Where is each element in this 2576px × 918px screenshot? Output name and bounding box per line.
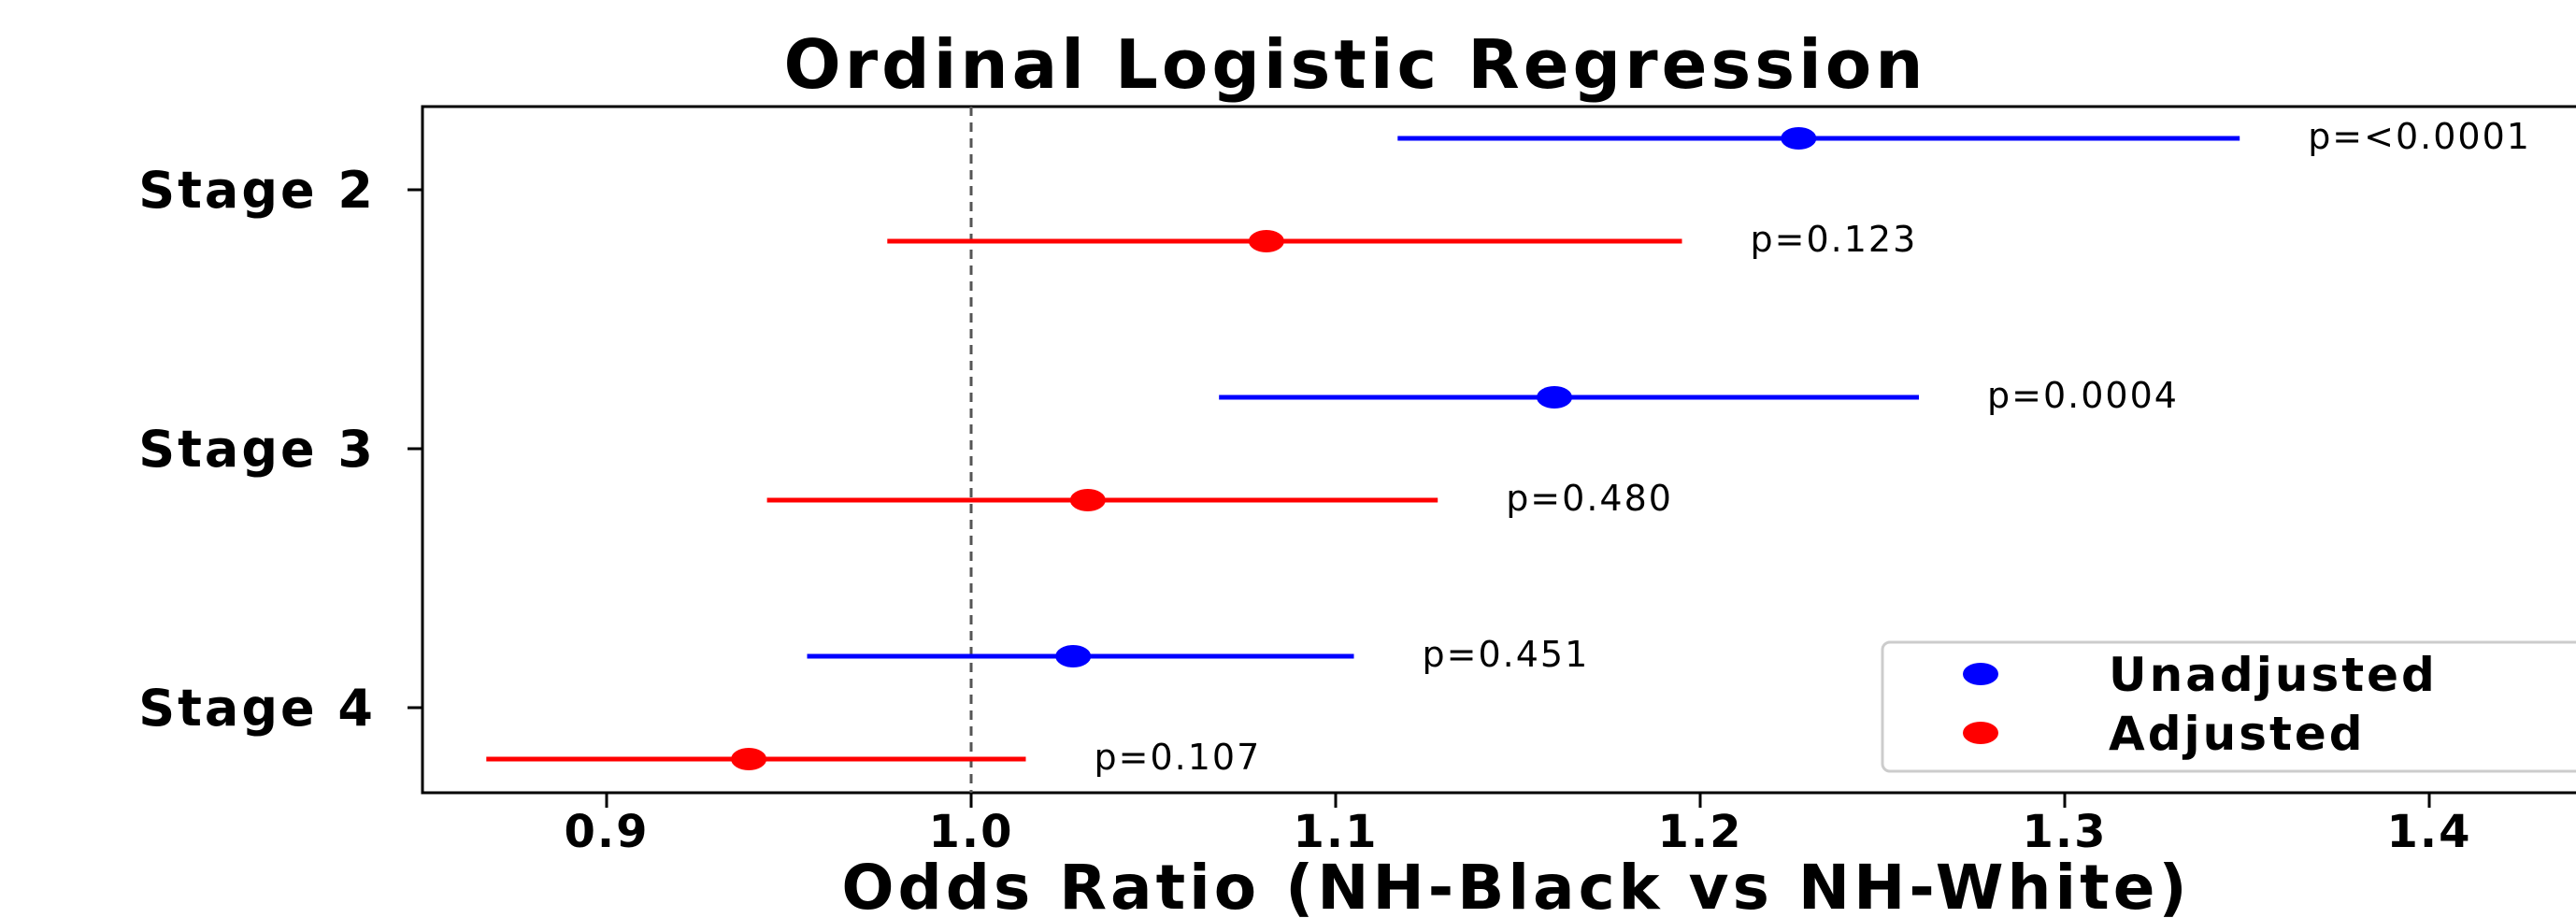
category-label-stage-3: Stage 3 [138, 420, 376, 479]
series-unadjusted: p=<0.0001 p=0.0004 p=0.451 [807, 116, 2531, 675]
x-tick-label: 1.3 [2022, 806, 2107, 858]
chart-title: Ordinal Logistic Regression [783, 25, 1926, 104]
series-marks: p=<0.0001p=0.0004p=0.451p=0.123p=0.480p=… [486, 116, 2531, 778]
x-tick-label: 1.2 [1657, 806, 1742, 858]
series-adjusted: p=0.123 p=0.480 p=0.107 [486, 219, 1918, 778]
x-tick-label: 0.9 [564, 806, 649, 858]
p-value-unadjusted-stage-4: p=0.451 [1423, 634, 1590, 675]
point-adjusted-stage-2 [1248, 230, 1284, 252]
legend-frame [1881, 640, 2576, 773]
legend-marker-unadjusted [1963, 663, 1998, 685]
x-axis-label: Odds Ratio (NH-Black vs NH-White) [841, 852, 2190, 918]
legend-label-unadjusted: Unadjusted [2109, 648, 2438, 702]
legend-marker-adjusted [1963, 722, 1998, 744]
category-label-stage-2: Stage 2 [138, 161, 376, 220]
point-unadjusted-stage-2 [1781, 127, 1817, 150]
point-adjusted-stage-3 [1069, 489, 1106, 511]
y-axis: Stage 2 Stage 3 Stage 4 [138, 161, 422, 738]
point-adjusted-stage-4 [731, 748, 767, 770]
p-value-adjusted-stage-3: p=0.480 [1506, 478, 1673, 519]
legend-label-adjusted: Adjusted [2109, 707, 2366, 761]
p-value-adjusted-stage-2: p=0.123 [1751, 219, 1918, 260]
x-tick-label: 1.0 [928, 806, 1013, 858]
x-axis: 0.9 1.0 1.1 1.2 1.3 1.4 [564, 793, 2471, 858]
x-tick-label: 1.4 [2386, 806, 2471, 858]
category-label-stage-4: Stage 4 [138, 679, 376, 738]
p-value-unadjusted-stage-3: p=0.0004 [1987, 375, 2179, 416]
point-unadjusted-stage-4 [1055, 645, 1092, 667]
p-value-unadjusted-stage-2: p=<0.0001 [2308, 116, 2531, 157]
point-unadjusted-stage-3 [1537, 386, 1572, 409]
p-value-adjusted-stage-4: p=0.107 [1095, 737, 1262, 778]
x-tick-label: 1.1 [1293, 806, 1378, 858]
